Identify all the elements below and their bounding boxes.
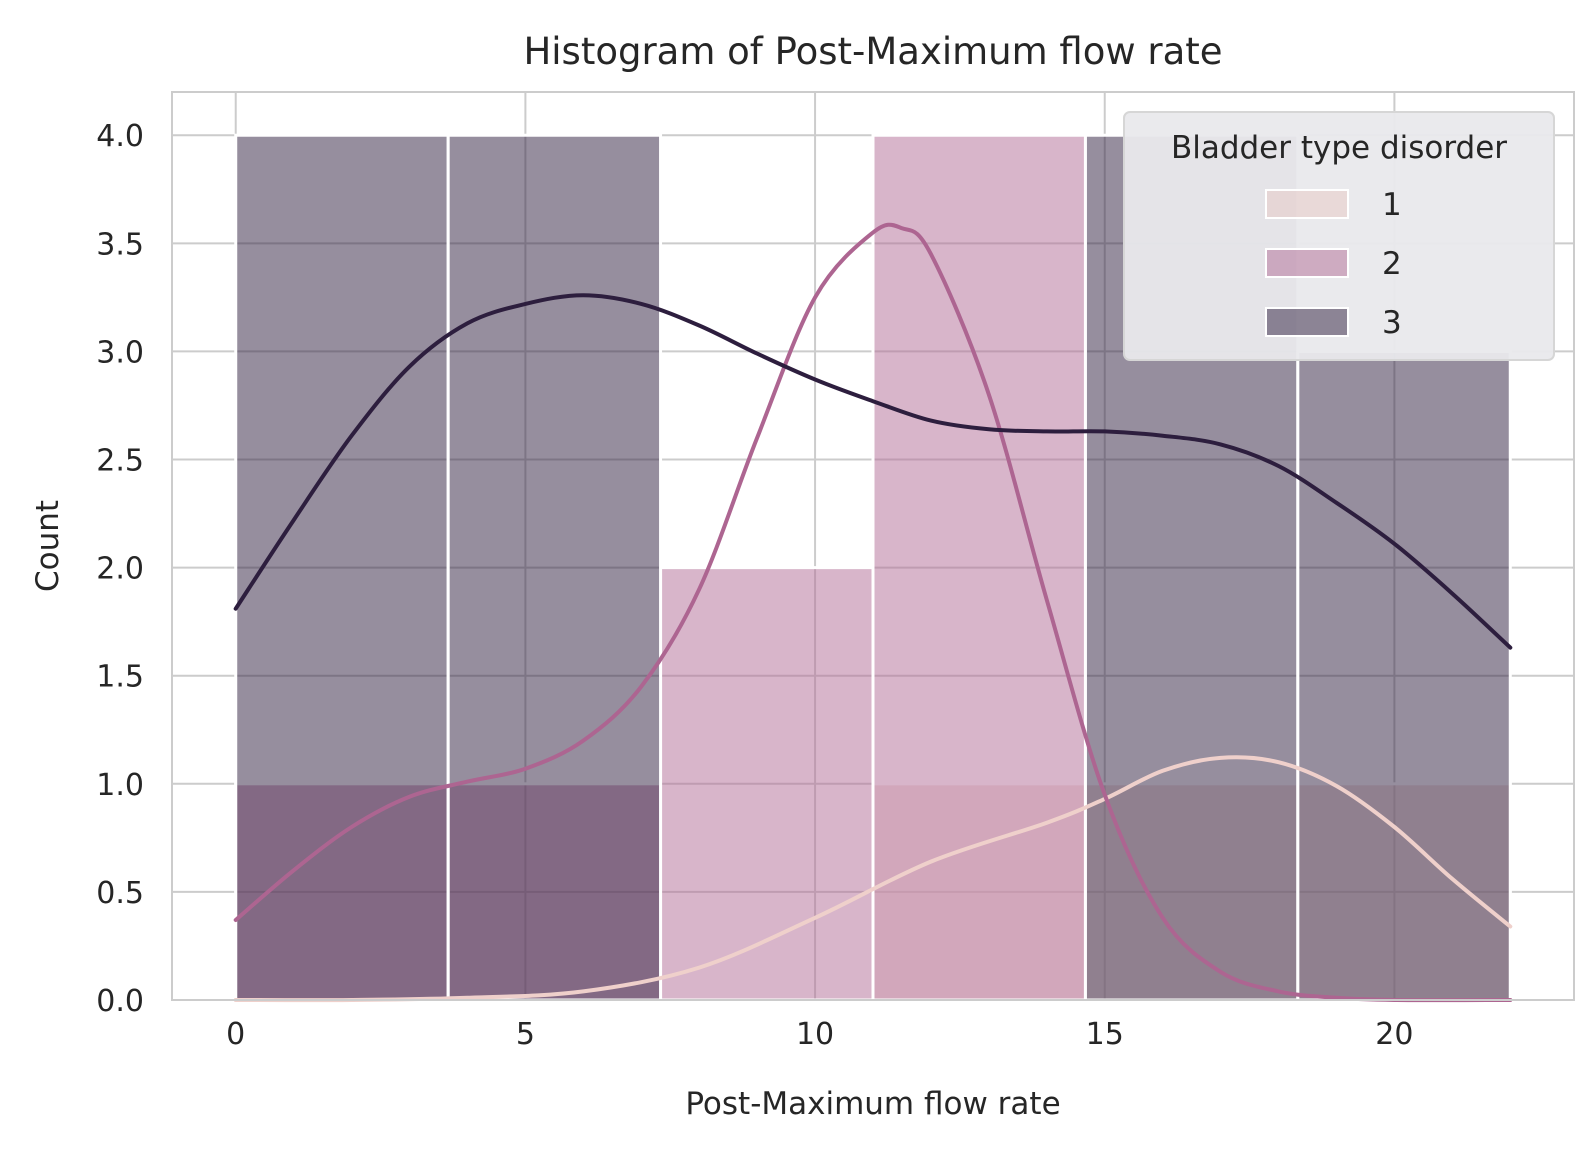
kde-curve-series-3 [233,293,1513,650]
bar-series-3 [234,133,450,1002]
y-tick-label: 1.5 [96,660,144,695]
legend-swatch-2 [1265,248,1349,278]
plot-frame [171,91,1575,1001]
y-tick-label: 2.0 [96,552,144,587]
y-tick-label: 0.0 [96,984,144,1019]
x-tick-label: 5 [516,1017,535,1052]
legend-items: 1 2 3 [1265,187,1402,341]
y-tick-label: 3.5 [96,227,144,262]
x-tick-label: 0 [226,1017,245,1052]
kde-curves [233,222,1513,1003]
histogram-bars [234,133,1512,1002]
y-tick-label: 1.0 [96,768,144,803]
bar-series-2 [871,133,1087,1002]
x-tick-label: 20 [1375,1017,1413,1052]
chart-title: Histogram of Post-Maximum flow rate [523,30,1222,73]
x-tick-label: 10 [796,1017,834,1052]
y-tick-label: 4.0 [96,119,144,154]
tick-labels: 0 5 10 15 20 0.0 0.5 1.0 1.5 2.0 2.5 3.0 3.5 4.0 [96,119,1413,1052]
y-tick-label: 2.5 [96,444,144,479]
legend-label-1: 1 [1382,187,1402,223]
x-tick-label: 15 [1086,1017,1124,1052]
bar-series-3 [446,133,663,1002]
bar-series-3 [1296,349,1512,1002]
legend-swatch-1 [1265,189,1349,219]
bar-series-2 [659,566,875,1002]
legend-swatch-3 [1265,307,1349,337]
legend-title: Bladder type disorder [1171,130,1507,166]
legend-label-3: 3 [1382,305,1402,341]
kde-curve-series-1 [233,755,1513,1003]
y-axis-label: Count [30,500,66,592]
y-tick-label: 0.5 [96,876,144,911]
x-axis-label: Post-Maximum flow rate [685,1086,1060,1122]
y-tick-label: 3.0 [96,335,144,370]
legend-label-2: 2 [1382,246,1402,282]
legend-box [1123,111,1555,361]
kde-curve-series-2 [233,222,1513,1003]
legend: Bladder type disorder 1 2 3 [1123,111,1555,361]
